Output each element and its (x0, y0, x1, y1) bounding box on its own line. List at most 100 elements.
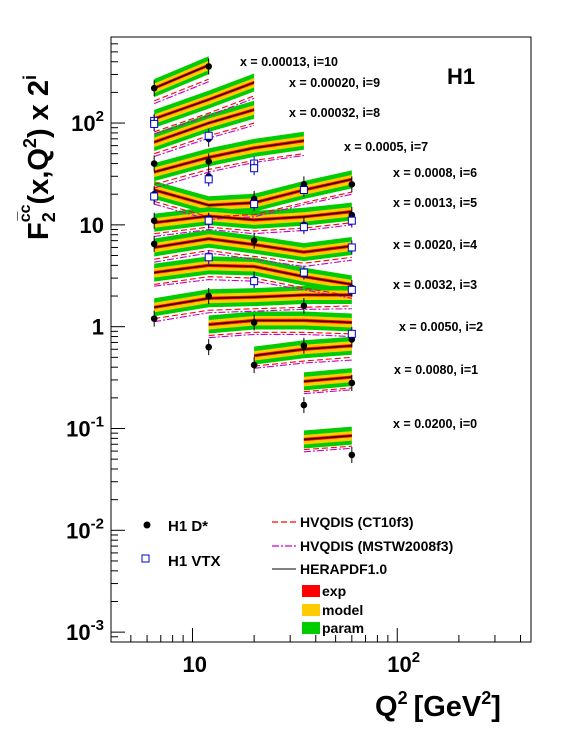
herapdf-curve (153, 82, 255, 120)
dstar-point (348, 379, 356, 387)
dstar-point (250, 361, 258, 369)
y-tick-label: 10-1 (66, 413, 104, 441)
hvqdis-ct10-curve (154, 249, 352, 264)
hvqdis-ct10-curve (303, 387, 352, 393)
hvqdis-ct10-curve (254, 356, 352, 367)
dstar-point (150, 217, 158, 224)
vtx-point (347, 243, 356, 252)
bin-label: x = 0.00020, i=9 (289, 76, 380, 90)
dstar-point (250, 237, 258, 244)
y-axis-title-rest-sup: 2 (20, 138, 40, 148)
y-tick-label-exponent: -3 (91, 617, 104, 634)
hvqdis-ct10-curve (154, 222, 352, 235)
dstar-point (205, 343, 212, 351)
model-band (154, 260, 352, 290)
dstar-point (300, 342, 308, 350)
vtx-point (204, 175, 213, 184)
model-band (208, 316, 352, 330)
vtx-point (347, 216, 356, 225)
hvqdis-mstw-curve (153, 97, 255, 135)
x-axis-title-close: ] (491, 691, 501, 723)
y-tick-label: 102 (71, 108, 104, 136)
legend-label-dstar: H1 D* (168, 518, 208, 535)
y-tick-label: 1 (92, 315, 104, 340)
dstar-point (205, 158, 212, 165)
y-axis-title-i: i (20, 75, 40, 80)
dstar-point (205, 63, 212, 70)
hvqdis-mstw-curve (154, 154, 304, 189)
hvqdis-mstw-curve (254, 359, 352, 369)
y-tick-label-base: 10 (80, 213, 104, 238)
herapdf-curve (208, 319, 352, 326)
herapdf-curve (153, 64, 209, 89)
vtx-point (204, 253, 213, 262)
bin-label: x = 0.00032, i=8 (289, 106, 380, 120)
vtx-point (250, 277, 259, 286)
vtx-point (299, 185, 308, 194)
legend-band-model (302, 604, 320, 616)
y-axis-title-rest: (x,Q (23, 148, 55, 204)
x-axis-ticks: 10 102 (110, 628, 522, 677)
bin-label: x = 0.0020, i=4 (393, 238, 477, 252)
herapdf-curve (303, 376, 352, 382)
herapdf-curve (303, 435, 352, 441)
exp-band (154, 209, 352, 225)
vtx-point (204, 216, 213, 225)
dstar-point (150, 240, 158, 248)
y-tick-label-base: 10 (71, 111, 95, 136)
legend-band-exp (302, 585, 320, 597)
exp-band (154, 237, 352, 254)
svg-text:Q2[GeV2]: Q2 [GeV2] (375, 688, 501, 723)
hvqdis-mstw-curve (154, 193, 352, 221)
experiment-label: H1 (447, 64, 475, 89)
y-tick-label-base: 1 (92, 315, 104, 340)
hvqdis-mstw-curve (153, 81, 209, 105)
herapdf-curve (154, 140, 304, 173)
y-tick-label-exponent: -2 (91, 515, 104, 532)
x-axis-title: Q2 [GeV2] (375, 688, 501, 723)
svg-text:F2c̅c(x,Q2) x 2i: F2c̅c(x,Q2) x 2i (16, 75, 59, 240)
x-axis-title-unit-sup: 2 (481, 688, 491, 708)
vtx-point (150, 119, 159, 128)
y-tick-label-base: 10 (66, 416, 90, 441)
vtx-point (250, 200, 259, 209)
hvqdis-mstw-curve (154, 308, 352, 323)
herapdf-curve (154, 294, 352, 308)
data-points (150, 58, 356, 463)
dstar-point (300, 302, 308, 310)
herapdf-curve (154, 211, 352, 224)
legend-label-model: model (322, 602, 363, 618)
bin-label: x = 0.0080, i=1 (394, 363, 478, 377)
legend-label-vtx: H1 VTX (168, 553, 221, 570)
hvqdis-ct10-curve (153, 95, 255, 133)
y-tick-label: 10-3 (66, 617, 104, 645)
y-tick-label: 10 (80, 213, 104, 238)
hvqdis-mstw-curve (303, 389, 352, 395)
hvqdis-ct10-curve (303, 445, 352, 451)
x-tick-label-base: 10 (387, 652, 411, 677)
y-tick-label-base: 10 (66, 620, 90, 645)
bin-label: x = 0.00013, i=10 (240, 55, 338, 69)
dstar-point (150, 84, 158, 92)
legend-label-param: param (322, 620, 364, 636)
y-axis-title-rest2: ) x 2 (23, 80, 55, 138)
legend-marker-dstar (143, 521, 151, 529)
legend: H1 D* H1 VTX HVQDIS (CT10f3) HVQDIS (MST… (141, 514, 453, 636)
vtx-point (347, 285, 356, 294)
y-axis-title-sub: 2 (39, 212, 59, 222)
legend-marker-vtx (141, 554, 150, 563)
dstar-point (300, 401, 308, 409)
vtx-point (150, 192, 159, 201)
dstar-point (150, 315, 158, 322)
dstar-point (150, 160, 158, 167)
x-tick-label: 102 (387, 649, 420, 677)
dstar-point (250, 319, 258, 326)
legend-band-param (302, 622, 320, 634)
herapdf-curve (153, 109, 255, 143)
plot-frame (110, 36, 532, 643)
y-axis-title-f: F (23, 222, 55, 240)
vtx-point (204, 131, 213, 140)
y-tick-label-exponent: -1 (91, 413, 104, 430)
